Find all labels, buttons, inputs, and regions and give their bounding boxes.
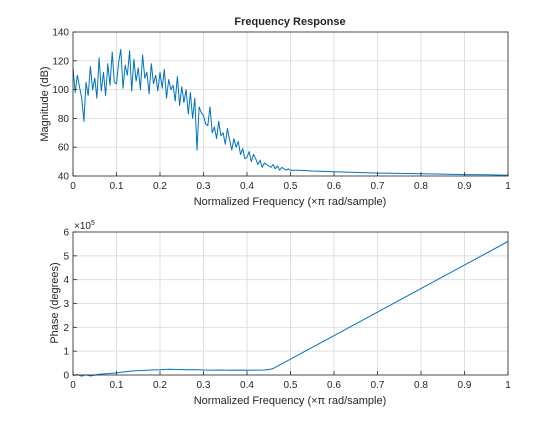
- phase-y-tick-label: 3: [63, 299, 69, 310]
- magnitude-x-tick-label: 1: [505, 181, 511, 192]
- magnitude-xlabel: Normalized Frequency (×π rad/sample): [194, 196, 387, 208]
- phase-y-exponent: ×105: [74, 220, 95, 232]
- magnitude-x-tick-label: 0.3: [197, 181, 211, 192]
- magnitude-y-tick-label: 120: [52, 56, 69, 67]
- magnitude-ylabel: Magnitude (dB): [39, 66, 51, 141]
- phase-x-tick-label: 0: [70, 380, 76, 391]
- phase-x-tick-label: 1: [505, 380, 511, 391]
- magnitude-x-tick-label: 0.1: [110, 181, 124, 192]
- phase-y-tick-label: 5: [63, 251, 69, 262]
- magnitude-x-tick-label: 0.2: [153, 181, 167, 192]
- magnitude-title: Frequency Response: [234, 16, 345, 28]
- phase-x-tick-label: 0.9: [458, 380, 472, 391]
- magnitude-y-tick-label: 100: [52, 85, 69, 96]
- magnitude-y-tick-label: 40: [58, 172, 70, 183]
- phase-x-tick-label: 0.2: [153, 380, 167, 391]
- phase-x-tick-label: 0.7: [371, 380, 385, 391]
- phase-x-tick-label: 0.1: [110, 380, 124, 391]
- phase-y-tick-label: 1: [63, 347, 69, 358]
- magnitude-series-line: [72, 48, 509, 176]
- magnitude-x-tick-label: 0.4: [240, 181, 254, 192]
- phase-x-tick-label: 0.4: [240, 380, 254, 391]
- phase-y-tick-label: 2: [63, 323, 69, 334]
- magnitude-x-tick-label: 0.7: [371, 181, 385, 192]
- phase-ticks: 0 0.1 0.2 0.3 0.4 0.5 0.6 0.7 0.8 0.9 1 0 1 2 3 4 5 6: [63, 228, 511, 392]
- magnitude-x-tick-label: 0: [70, 181, 76, 192]
- magnitude-ticks: 0 0.1 0.2 0.3 0.4 0.5 0.6 0.7 0.8 0.9 140608010012…: [52, 28, 511, 193]
- magnitude-axes: 0 0.1 0.2 0.3 0.4 0.5 0.6 0.7 0.8 0.9 140608010012…: [39, 16, 511, 208]
- magnitude-x-tick-label: 0.8: [414, 181, 428, 192]
- magnitude-x-tick-label: 0.9: [458, 181, 472, 192]
- phase-axes: 0 0.1 0.2 0.3 0.4 0.5 0.6 0.7 0.8 0.9 1 0 1 2 3 4 5 6 ×10…: [49, 220, 511, 407]
- magnitude-y-tick-label: 80: [58, 114, 70, 125]
- phase-x-tick-label: 0.8: [414, 380, 428, 391]
- magnitude-x-tick-label: 0.5: [284, 181, 298, 192]
- magnitude-series: [72, 48, 509, 176]
- magnitude-x-tick-label: 0.6: [327, 181, 341, 192]
- phase-y-tick-label: 4: [63, 275, 69, 286]
- phase-x-tick-label: 0.6: [327, 380, 341, 391]
- phase-x-tick-label: 0.3: [197, 380, 211, 391]
- phase-x-tick-label: 0.5: [284, 380, 298, 391]
- magnitude-y-tick-label: 60: [58, 143, 70, 154]
- magnitude-y-tick-label: 140: [52, 28, 69, 39]
- phase-y-tick-label: 6: [63, 228, 69, 239]
- phase-xlabel: Normalized Frequency (×π rad/sample): [194, 395, 387, 407]
- phase-ylabel: Phase (degrees): [49, 262, 61, 343]
- phase-y-tick-label: 0: [63, 371, 69, 382]
